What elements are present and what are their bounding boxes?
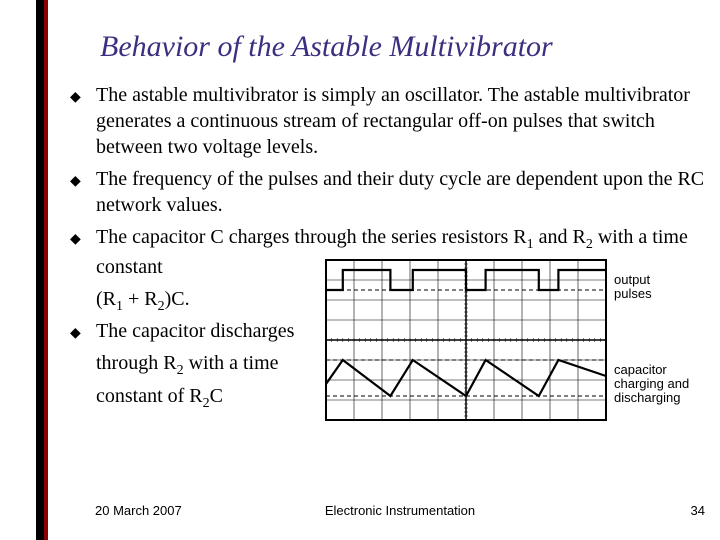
bullet-marker-icon: ◆ <box>70 224 96 280</box>
slide-footer: 20 March 2007 Electronic Instrumentation… <box>95 503 705 518</box>
bullet-text: The astable multivibrator is simply an o… <box>96 82 720 160</box>
bullet-item: ◆ The astable multivibrator is simply an… <box>70 82 720 160</box>
svg-text:capacitor: capacitor <box>614 362 667 377</box>
svg-text:discharging: discharging <box>614 390 681 405</box>
bullet-text: The frequency of the pulses and their du… <box>96 166 720 218</box>
footer-page-number: 34 <box>691 503 705 518</box>
text-fragment: (R <box>96 288 116 310</box>
diagram-svg: outputpulses capacitorcharging anddischar… <box>316 250 716 430</box>
svg-text:pulses: pulses <box>614 286 652 301</box>
text-fragment: with a time <box>184 352 279 374</box>
text-fragment: + R <box>123 288 158 310</box>
oscilloscope-diagram: outputpulses capacitorcharging anddischar… <box>316 250 716 430</box>
text-fragment: and R <box>534 226 586 248</box>
svg-text:charging and: charging and <box>614 376 689 391</box>
text-fragment: constant of R <box>96 385 203 407</box>
bullet-marker-icon: ◆ <box>70 318 96 344</box>
slide-border-black <box>36 0 44 540</box>
footer-title: Electronic Instrumentation <box>325 503 475 518</box>
slide-title: Behavior of the Astable Multivibrator <box>100 30 720 64</box>
subscript: 2 <box>203 396 210 411</box>
text-fragment: through R <box>96 352 177 374</box>
bullet-marker-icon: ◆ <box>70 166 96 218</box>
text-fragment: The capacitor C charges through the seri… <box>96 226 527 248</box>
text-fragment: )C. <box>165 288 190 310</box>
bullet-marker-icon: ◆ <box>70 82 96 160</box>
footer-date: 20 March 2007 <box>95 503 182 518</box>
slide-border-red <box>44 0 48 540</box>
subscript: 2 <box>177 363 184 378</box>
bullet-item: ◆ The frequency of the pulses and their … <box>70 166 720 218</box>
text-fragment: C <box>210 385 223 407</box>
subscript: 1 <box>116 299 123 314</box>
subscript: 2 <box>158 299 165 314</box>
svg-text:output: output <box>614 272 651 287</box>
